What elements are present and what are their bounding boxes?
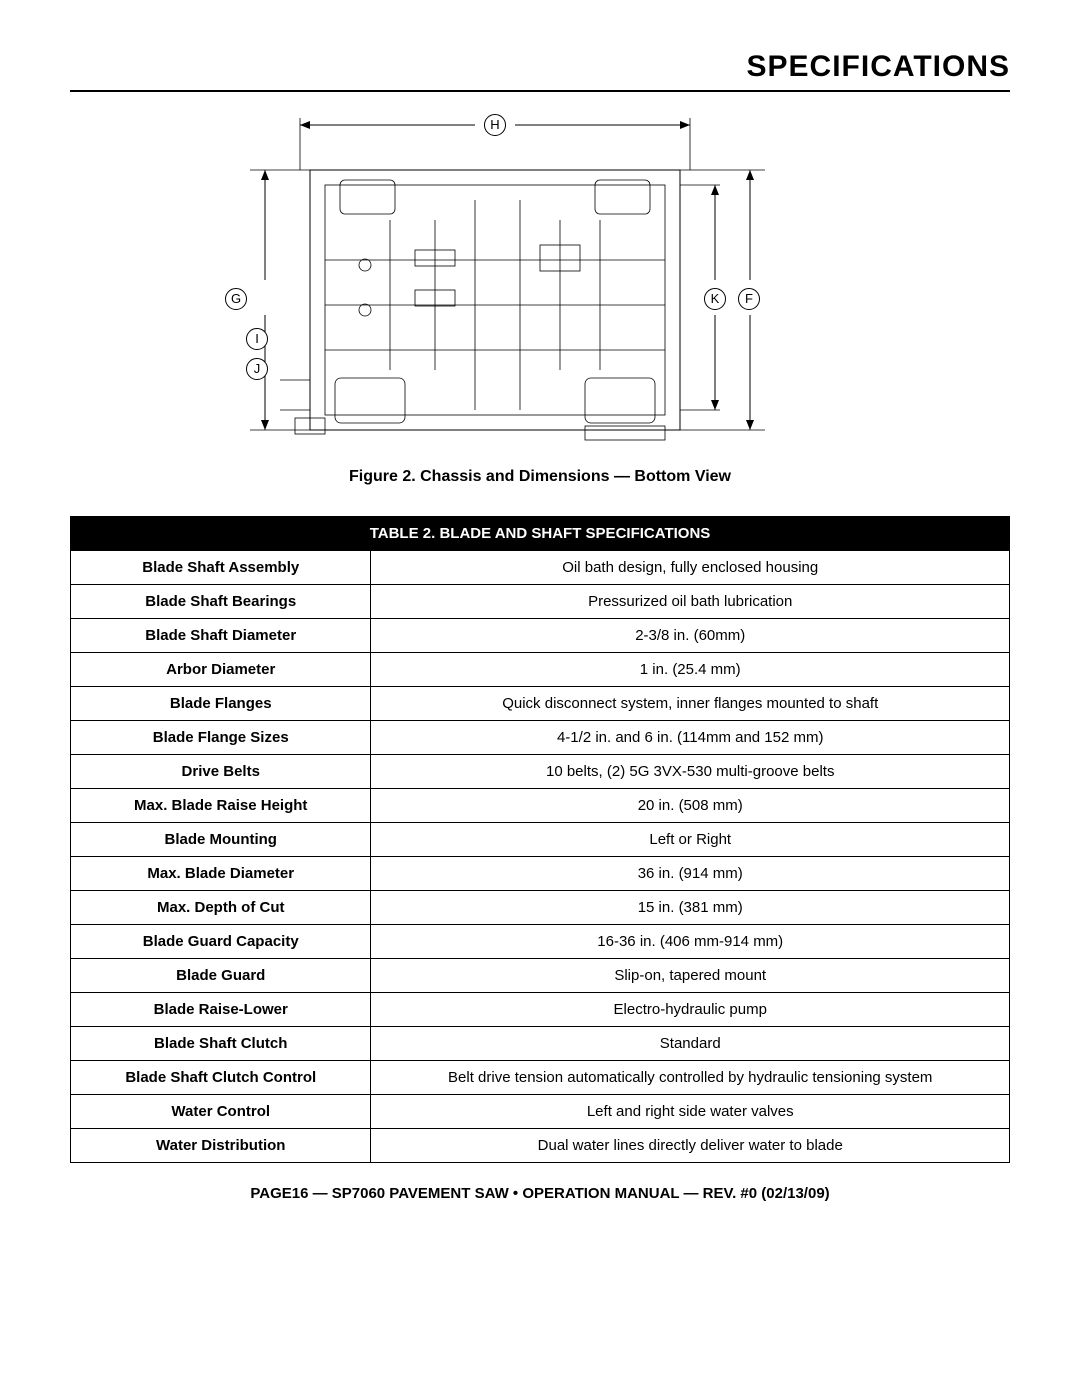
spec-label: Blade Shaft Clutch bbox=[71, 1027, 371, 1061]
spec-value: Dual water lines directly deliver water … bbox=[371, 1129, 1010, 1163]
spec-label: Blade Shaft Diameter bbox=[71, 619, 371, 653]
spec-label: Blade Flange Sizes bbox=[71, 721, 371, 755]
spec-label: Max. Blade Diameter bbox=[71, 857, 371, 891]
spec-label: Max. Blade Raise Height bbox=[71, 789, 371, 823]
table-row: Max. Blade Raise Height20 in. (508 mm) bbox=[71, 789, 1010, 823]
spec-label: Blade Shaft Clutch Control bbox=[71, 1061, 371, 1095]
spec-value: 16-36 in. (406 mm-914 mm) bbox=[371, 925, 1010, 959]
spec-table: TABLE 2. BLADE AND SHAFT SPECIFICATIONS … bbox=[70, 516, 1010, 1163]
spec-value: 20 in. (508 mm) bbox=[371, 789, 1010, 823]
spec-value: Quick disconnect system, inner flanges m… bbox=[371, 687, 1010, 721]
table-row: Max. Blade Diameter36 in. (914 mm) bbox=[71, 857, 1010, 891]
table-row: Blade Shaft ClutchStandard bbox=[71, 1027, 1010, 1061]
page-title: SPECIFICATIONS bbox=[70, 50, 1010, 84]
table-row: Arbor Diameter1 in. (25.4 mm) bbox=[71, 653, 1010, 687]
table-row: Blade Shaft Clutch ControlBelt drive ten… bbox=[71, 1061, 1010, 1095]
spec-label: Blade Guard bbox=[71, 959, 371, 993]
dim-label-k: K bbox=[704, 288, 726, 310]
chassis-diagram: H G I J K F bbox=[190, 110, 890, 460]
table-row: Blade Shaft AssemblyOil bath design, ful… bbox=[71, 551, 1010, 585]
figure-caption: Figure 2. Chassis and Dimensions — Botto… bbox=[70, 468, 1010, 486]
diagram-svg bbox=[190, 110, 890, 460]
table-row: Blade FlangesQuick disconnect system, in… bbox=[71, 687, 1010, 721]
spec-value: 10 belts, (2) 5G 3VX-530 multi-groove be… bbox=[371, 755, 1010, 789]
title-rule bbox=[70, 90, 1010, 92]
spec-value: Left and right side water valves bbox=[371, 1095, 1010, 1129]
spec-label: Arbor Diameter bbox=[71, 653, 371, 687]
spec-label: Blade Flanges bbox=[71, 687, 371, 721]
spec-label: Blade Mounting bbox=[71, 823, 371, 857]
table-row: Blade Guard Capacity16-36 in. (406 mm-91… bbox=[71, 925, 1010, 959]
spec-label: Water Control bbox=[71, 1095, 371, 1129]
spec-label: Max. Depth of Cut bbox=[71, 891, 371, 925]
table-row: Blade Shaft BearingsPressurized oil bath… bbox=[71, 585, 1010, 619]
table-row: Water DistributionDual water lines direc… bbox=[71, 1129, 1010, 1163]
dim-label-j: J bbox=[246, 358, 268, 380]
dim-label-h: H bbox=[484, 114, 506, 136]
spec-value: Pressurized oil bath lubrication bbox=[371, 585, 1010, 619]
spec-value: 1 in. (25.4 mm) bbox=[371, 653, 1010, 687]
spec-label: Drive Belts bbox=[71, 755, 371, 789]
spec-value: 15 in. (381 mm) bbox=[371, 891, 1010, 925]
table-row: Water ControlLeft and right side water v… bbox=[71, 1095, 1010, 1129]
figure-container: H G I J K F bbox=[70, 110, 1010, 460]
spec-value: 4-1/2 in. and 6 in. (114mm and 152 mm) bbox=[371, 721, 1010, 755]
spec-label: Blade Guard Capacity bbox=[71, 925, 371, 959]
table-row: Max. Depth of Cut15 in. (381 mm) bbox=[71, 891, 1010, 925]
dim-label-g: G bbox=[225, 288, 247, 310]
table-row: Blade Flange Sizes4-1/2 in. and 6 in. (1… bbox=[71, 721, 1010, 755]
spec-value: Standard bbox=[371, 1027, 1010, 1061]
spec-label: Blade Shaft Assembly bbox=[71, 551, 371, 585]
spec-value: 36 in. (914 mm) bbox=[371, 857, 1010, 891]
spec-label: Blade Shaft Bearings bbox=[71, 585, 371, 619]
table-row: Blade Shaft Diameter2-3/8 in. (60mm) bbox=[71, 619, 1010, 653]
table-row: Blade MountingLeft or Right bbox=[71, 823, 1010, 857]
table-row: Blade GuardSlip-on, tapered mount bbox=[71, 959, 1010, 993]
spec-value: Slip-on, tapered mount bbox=[371, 959, 1010, 993]
dim-label-i: I bbox=[246, 328, 268, 350]
dim-label-f: F bbox=[738, 288, 760, 310]
table-row: Drive Belts10 belts, (2) 5G 3VX-530 mult… bbox=[71, 755, 1010, 789]
spec-value: Belt drive tension automatically control… bbox=[371, 1061, 1010, 1095]
spec-value: 2-3/8 in. (60mm) bbox=[371, 619, 1010, 653]
table-row: Blade Raise-LowerElectro-hydraulic pump bbox=[71, 993, 1010, 1027]
table-header: TABLE 2. BLADE AND SHAFT SPECIFICATIONS bbox=[71, 517, 1010, 551]
spec-label: Blade Raise-Lower bbox=[71, 993, 371, 1027]
spec-value: Left or Right bbox=[371, 823, 1010, 857]
spec-value: Oil bath design, fully enclosed housing bbox=[371, 551, 1010, 585]
page-footer: PAGE16 — SP7060 PAVEMENT SAW • OPERATION… bbox=[70, 1185, 1010, 1202]
spec-label: Water Distribution bbox=[71, 1129, 371, 1163]
spec-value: Electro-hydraulic pump bbox=[371, 993, 1010, 1027]
